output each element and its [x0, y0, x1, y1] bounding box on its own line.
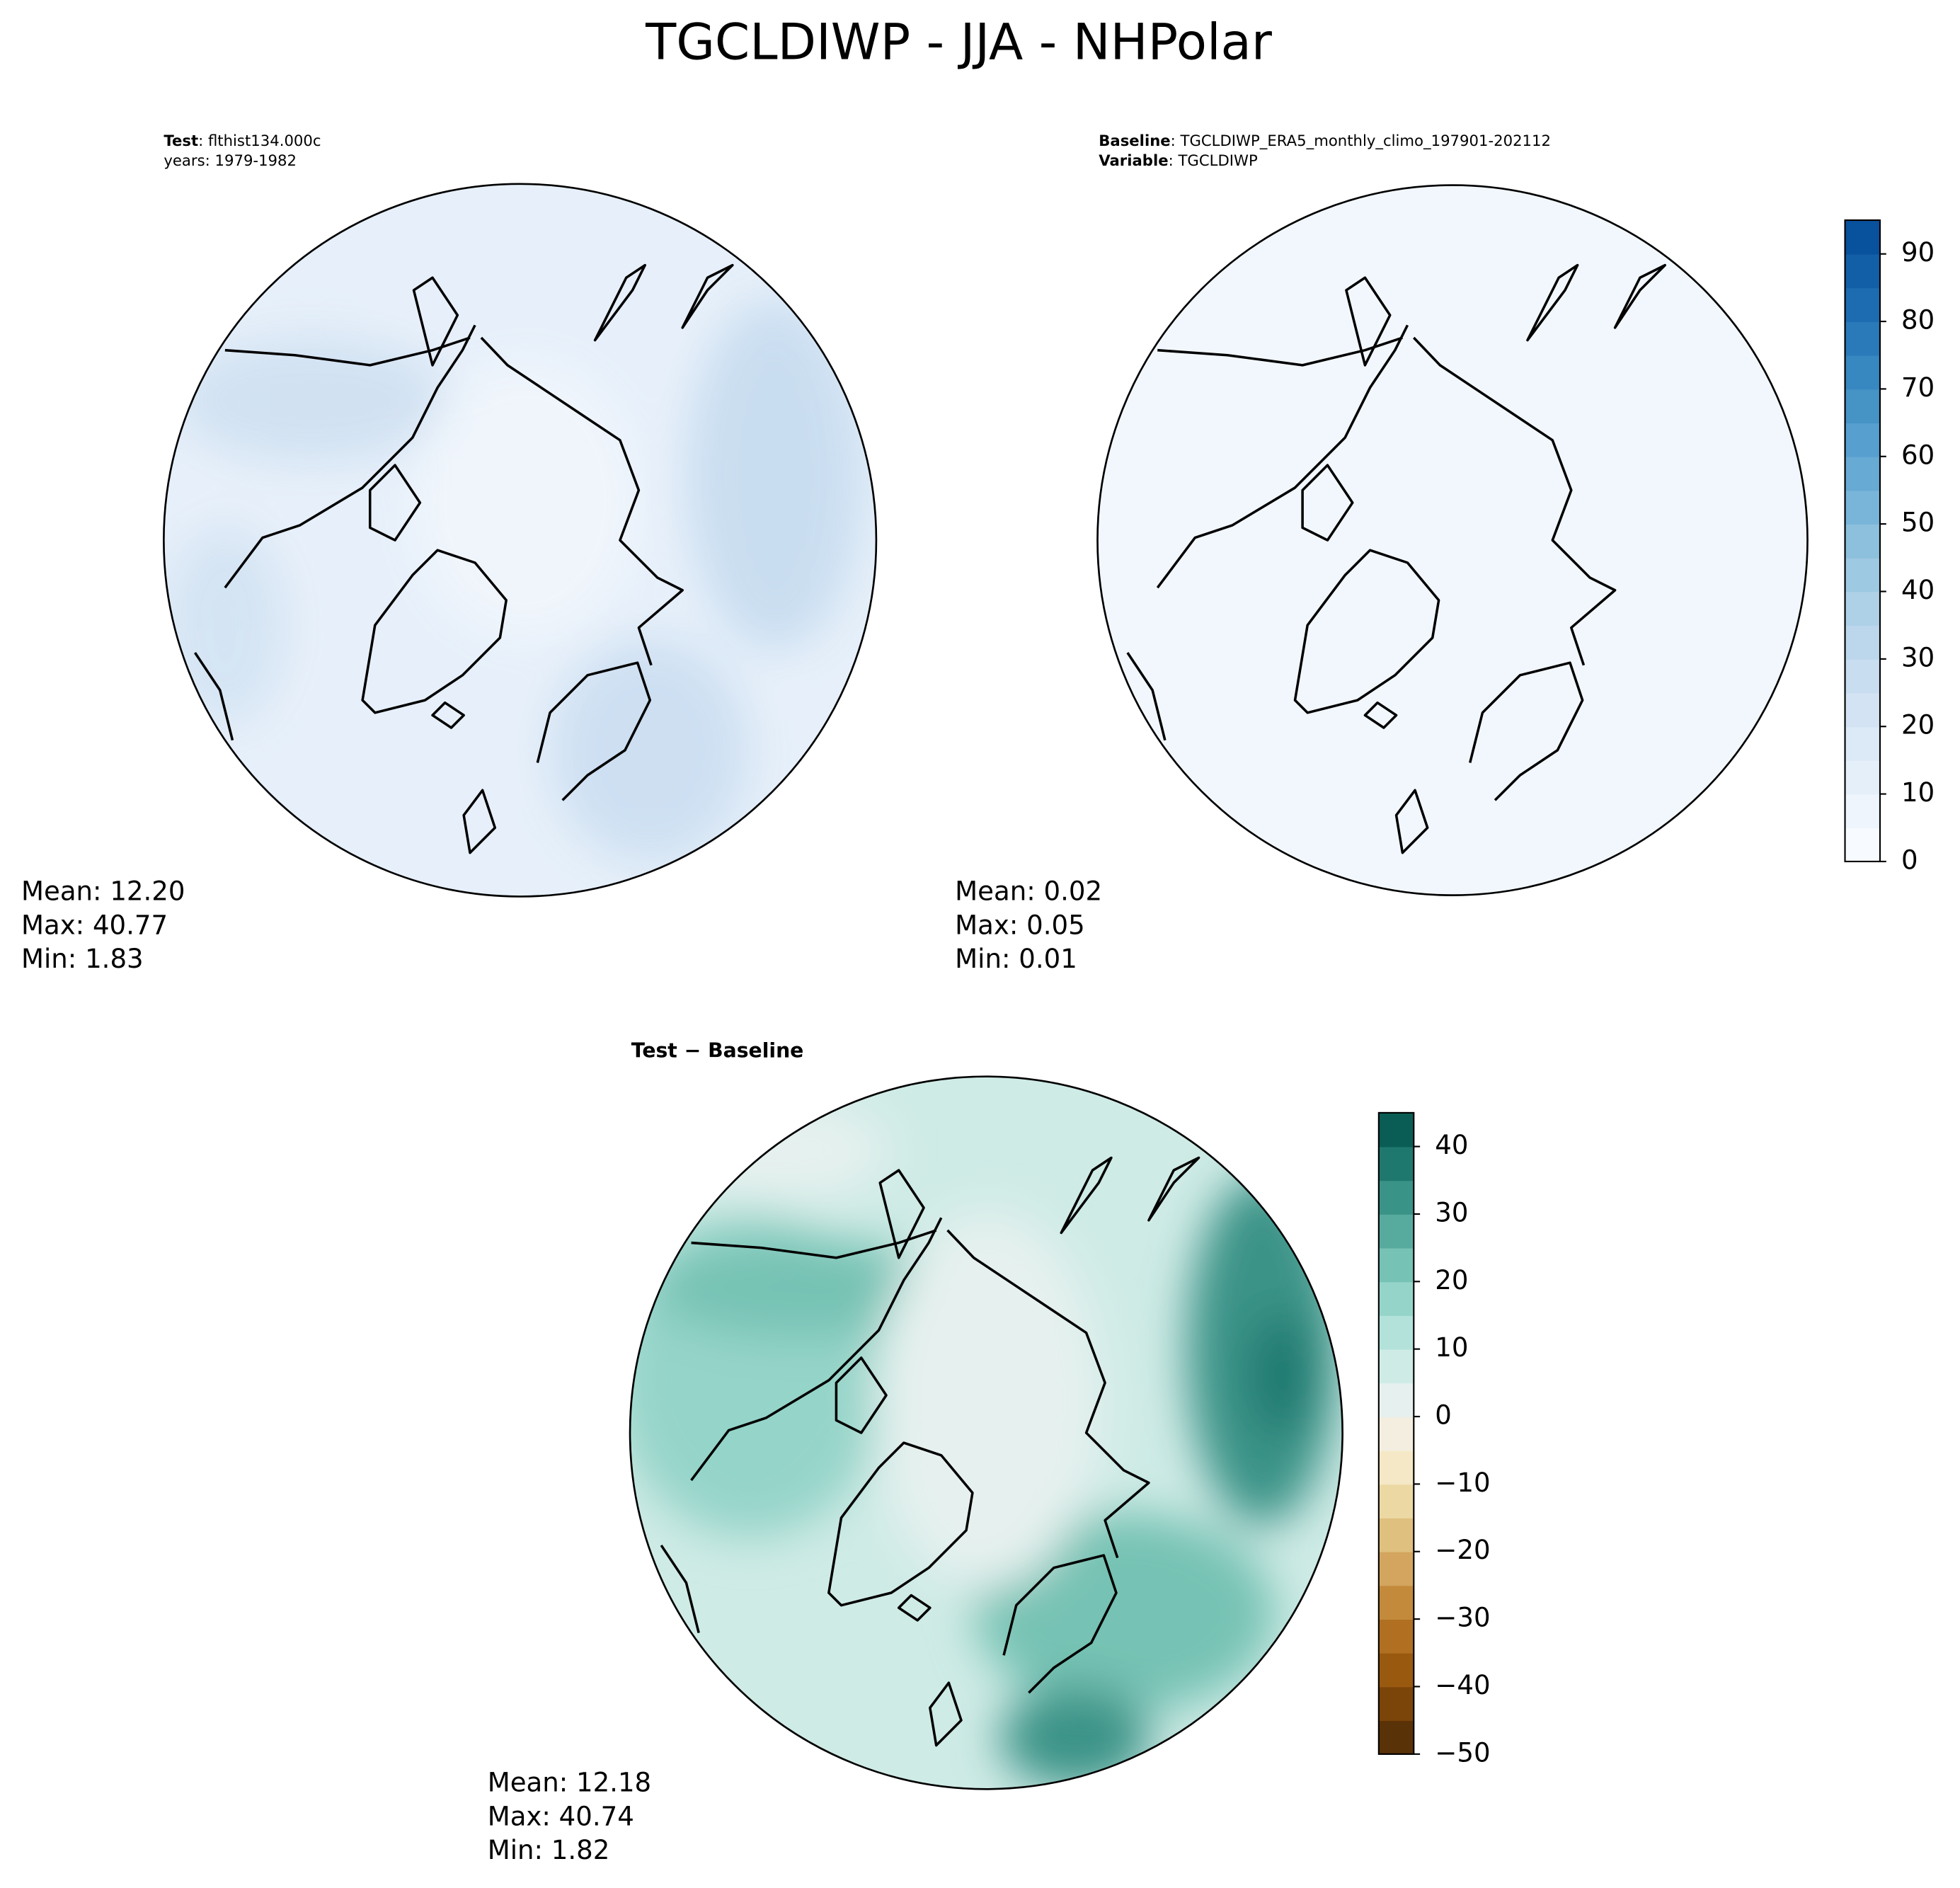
colorbar-band [1845, 456, 1880, 491]
map-frame [1096, 184, 1809, 896]
colorbar-band [1845, 220, 1880, 255]
panel-label: Baseline: TGCLDIWP_ERA5_monthly_climo_19… [1099, 132, 1551, 149]
colorbar-band [1378, 1281, 1414, 1316]
colorbar-tick-label: 90 [1901, 237, 1935, 268]
colorbar-band [1845, 287, 1880, 322]
colorbar-band [1845, 794, 1880, 829]
figure-title: TGCLDIWP - JJA - NHPolar [645, 12, 1273, 71]
map-difference [630, 1076, 1343, 1790]
colorbar-tick-label: 30 [1435, 1197, 1468, 1228]
colorbar-tick-label: −50 [1435, 1737, 1490, 1768]
label-key: Variable [1099, 151, 1168, 169]
colorbar-band [1845, 828, 1880, 862]
colorbar-tick-label: 60 [1901, 440, 1935, 470]
colorbar-band [1378, 1383, 1414, 1417]
colorbar-band [1378, 1180, 1414, 1215]
colorbar-band [1845, 321, 1880, 356]
colorbar-tick-label: 10 [1901, 777, 1935, 808]
colorbar-band [1378, 1146, 1414, 1182]
label-text: : flthist134.000c [198, 132, 321, 149]
colorbar-band [1845, 625, 1880, 660]
colorbar-tick-label: −20 [1435, 1535, 1490, 1565]
colorbar-tick-label: −30 [1435, 1603, 1490, 1633]
colorbars: 0 10 20 30 40 50 60 70 80 90 −50 −40 −30 −20 −10 0 10 20 3… [1377, 219, 1935, 1768]
stat-text: Mean: 0.02 [955, 876, 1102, 907]
panel-label: years: 1979-1982 [164, 151, 297, 169]
colorbar-band [1378, 1551, 1414, 1586]
panel-heading: Test − Baseline [631, 1039, 804, 1062]
panel-label: Test: flthist134.000c [164, 132, 321, 149]
stat-text: Min: 1.83 [21, 944, 144, 974]
colorbar-frame [1844, 219, 1881, 863]
map-frame [163, 183, 878, 898]
label-text: : TGCLDIWP [1169, 151, 1258, 169]
stat-text: Max: 40.74 [488, 1801, 634, 1831]
stat-text: Max: 0.05 [955, 910, 1084, 940]
colorbar-band [1378, 1585, 1414, 1620]
colorbar-tick-label: 0 [1435, 1400, 1452, 1431]
colorbar-band [1378, 1315, 1414, 1350]
colorbar-band [1845, 253, 1880, 289]
colorbar-band [1845, 524, 1880, 559]
stat-text: Max: 40.77 [21, 910, 168, 940]
colorbar-frame [1377, 1111, 1415, 1755]
colorbar-band [1845, 692, 1880, 728]
colorbar-tick-label: −40 [1435, 1670, 1490, 1700]
colorbar-band [1378, 1213, 1414, 1249]
colorbar-band [1845, 423, 1880, 457]
stat-text: Mean: 12.18 [488, 1768, 651, 1798]
panel-label: Variable: TGCLDIWP [1099, 151, 1258, 169]
colorbar-band [1845, 726, 1880, 761]
label-text: : TGCLDIWP_ERA5_monthly_climo_197901-202… [1171, 132, 1551, 149]
colorbar-tick-label: 20 [1435, 1265, 1468, 1295]
stat-text: Min: 1.82 [488, 1835, 610, 1865]
map-baseline [1097, 185, 1808, 896]
colorbar-band [1845, 557, 1880, 593]
label-key: Baseline [1099, 132, 1170, 149]
colorbar-tick-label: 20 [1901, 710, 1935, 740]
colorbar-band [1378, 1484, 1414, 1518]
map-frame [629, 1075, 1343, 1790]
colorbar-tick-label: 30 [1901, 642, 1935, 673]
colorbar-tick-label: 80 [1901, 305, 1935, 336]
colorbar-band [1378, 1518, 1414, 1552]
colorbar-tick-label: 40 [1435, 1130, 1468, 1160]
colorbar-tick-label: 0 [1901, 845, 1918, 875]
colorbar-band [1378, 1686, 1414, 1722]
colorbar-tick-label: 40 [1901, 575, 1935, 605]
label-key: Test [164, 132, 198, 149]
colorbar-tick-label: 50 [1901, 508, 1935, 538]
colorbar-band [1845, 355, 1880, 390]
colorbar-band [1378, 1247, 1414, 1283]
colorbar-tick-label: 70 [1901, 372, 1935, 403]
map-test [164, 183, 876, 897]
colorbar-band [1845, 389, 1880, 423]
colorbar-band [1845, 490, 1880, 525]
colorbar-band [1845, 658, 1880, 694]
colorbar-tick-label: 10 [1435, 1332, 1468, 1363]
colorbar-band [1378, 1349, 1414, 1384]
stat-text: Mean: 12.20 [21, 876, 185, 907]
colorbar-band [1378, 1112, 1414, 1148]
colorbar-band [1378, 1450, 1414, 1485]
colorbar-band [1378, 1652, 1414, 1688]
colorbar-band [1378, 1417, 1414, 1451]
colorbar-band [1378, 1619, 1414, 1654]
stat-text: Min: 0.01 [955, 944, 1077, 974]
colorbar-tick-label: −10 [1435, 1468, 1490, 1498]
colorbar-band [1845, 760, 1880, 795]
colorbar-band [1378, 1720, 1414, 1755]
colorbar-band [1845, 591, 1880, 627]
